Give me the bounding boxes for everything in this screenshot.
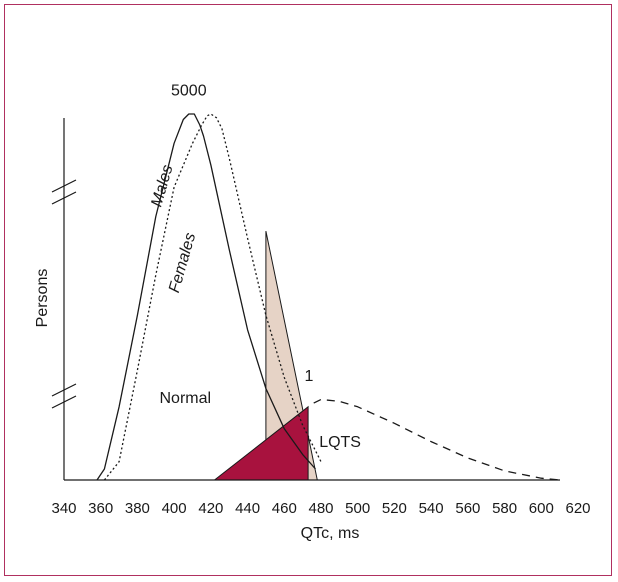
y-axis-breaks <box>51 179 77 409</box>
x-tick-label-420: 420 <box>198 500 223 517</box>
series-males-curve <box>96 113 316 481</box>
distribution-curves <box>96 113 560 481</box>
y-axis-break-2-stroke-2 <box>51 395 77 409</box>
x-tick-label-600: 600 <box>529 500 554 517</box>
annotation-lqts: LQTS <box>319 434 361 451</box>
shaded-regions <box>213 230 318 481</box>
y-axis-break-1-stroke-2 <box>51 191 77 205</box>
annotations: 5000 Males Females Normal 1 LQTS <box>148 83 361 451</box>
x-tick-label-620: 620 <box>565 500 590 517</box>
annotation-males: Males <box>148 163 176 209</box>
x-tick-label-500: 500 <box>345 500 370 517</box>
x-tick-label-480: 480 <box>308 500 333 517</box>
x-tick-label-560: 560 <box>455 500 480 517</box>
x-tick-label-440: 440 <box>235 500 260 517</box>
y-axis-title: Persons <box>34 269 51 328</box>
annotation-females: Females <box>166 231 199 295</box>
x-tick-label-400: 400 <box>162 500 187 517</box>
series-females-curve <box>103 113 322 481</box>
x-tick-label-520: 520 <box>382 500 407 517</box>
x-tick-label-540: 540 <box>419 500 444 517</box>
x-tick-label-360: 360 <box>88 500 113 517</box>
x-tick-labels: 340 360 380 400 420 440 460 480 500 520 540 560 580 6… <box>51 500 590 517</box>
x-axis-title: QTc, ms <box>301 525 360 542</box>
x-tick-label-380: 380 <box>125 500 150 517</box>
annotation-1: 1 <box>305 368 314 385</box>
annotation-5000: 5000 <box>171 83 207 100</box>
annotation-normal: Normal <box>160 390 212 407</box>
y-axis-break-2-stroke-1 <box>51 383 77 397</box>
y-axis-break-1-stroke-1 <box>51 179 77 193</box>
figure-frame <box>4 4 612 576</box>
x-tick-label-340: 340 <box>51 500 76 517</box>
series-lqts-curve <box>313 398 560 481</box>
x-tick-label-580: 580 <box>492 500 517 517</box>
x-tick-label-460: 460 <box>272 500 297 517</box>
